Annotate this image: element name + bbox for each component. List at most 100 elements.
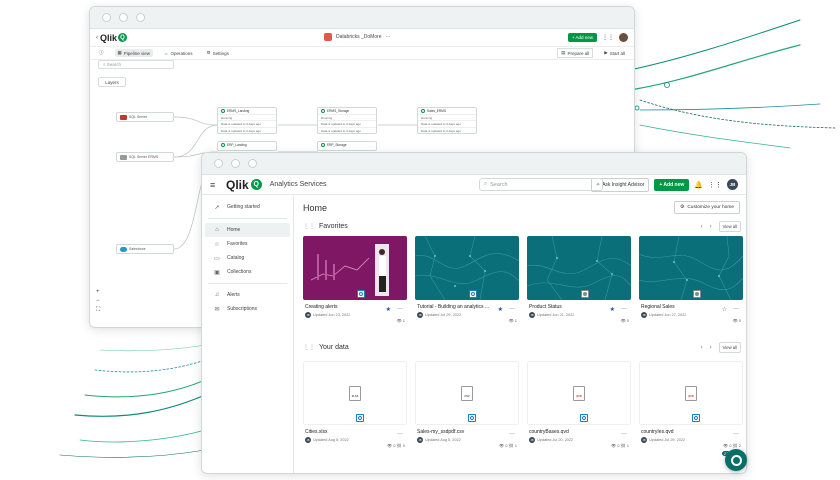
star-icon[interactable]: ★ <box>497 307 503 313</box>
page-title: Home <box>303 203 328 213</box>
task-node-erp-landing[interactable]: ERP_Landing <box>217 141 277 151</box>
favorite-card[interactable]: Product Status JB Updated Jun 21, 2022 ★ ·… <box>527 236 631 323</box>
sidebar-item-favorites[interactable]: ☆ Favorites <box>214 241 248 248</box>
more-icon[interactable]: ··· <box>621 431 627 437</box>
card-meta: JB Updated Aug 5, 2022 <box>417 437 461 443</box>
tab-pipeline-view[interactable]: ▦ Pipeline view <box>114 49 154 57</box>
qlik-logo: Qlik Q <box>226 178 262 192</box>
add-new-button[interactable]: + Add new <box>654 178 690 191</box>
favorite-card[interactable]: Tutorial - Building an analytics ... JB U… <box>415 236 519 323</box>
start-all-button[interactable]: ▶ Start all <box>604 50 625 56</box>
window-control-minimize[interactable] <box>119 13 128 22</box>
source-node-sql-server-erms[interactable]: SQL Server ERMS <box>116 152 174 162</box>
sidebar: ➚ Getting started ⌂ Home ☆ Favorites ▭ Catal… <box>202 195 294 473</box>
view-count: 👁 0 ⛓ 0 <box>387 443 405 448</box>
window-control-close[interactable] <box>214 159 223 168</box>
star-outline-icon[interactable]: ☆ <box>721 307 727 313</box>
window-control-close[interactable] <box>102 13 111 22</box>
view-count: 👁 1 <box>508 318 517 323</box>
pipeline-icon: ▦ <box>117 50 122 55</box>
view-all-button[interactable]: View all <box>718 342 741 353</box>
customize-home-button[interactable]: ⚙ Customize your home <box>674 201 740 214</box>
task-node-erp-storage[interactable]: ERP_Storage <box>317 141 377 151</box>
pipeline-search-input[interactable]: ⌕ Search <box>98 60 174 69</box>
avatar[interactable] <box>619 33 628 42</box>
more-icon[interactable]: ··· <box>397 431 403 437</box>
dataset-badge <box>356 414 364 422</box>
data-card[interactable]: QVD countryIes.qvd JB Updated Jul 29, 202… <box>639 361 743 448</box>
tab-info[interactable]: ⓘ <box>96 49 107 57</box>
insight-advisor-fab[interactable] <box>725 449 747 471</box>
project-more-button[interactable]: ··· <box>385 34 391 40</box>
your-data-section-header: ⋮⋮ Your data ‹ › View all <box>303 342 741 353</box>
eye-icon: 👁 <box>499 443 505 448</box>
more-icon[interactable]: ··· <box>509 431 515 437</box>
search-icon: ⌕ <box>484 181 488 187</box>
project-title: Databricks _DoMore ··· <box>324 33 391 41</box>
star-icon[interactable]: ★ <box>385 307 391 313</box>
apps-grid-icon[interactable]: ⋮⋮ <box>708 181 722 189</box>
data-card[interactable]: CSV Sales-my_ssdpdf.csv JB Updated Aug 5,… <box>415 361 519 448</box>
drag-handle-icon[interactable]: ⋮⋮ <box>303 224 315 230</box>
window-control-maximize[interactable] <box>248 159 257 168</box>
tab-operations[interactable]: ⇔ Operations <box>164 50 193 56</box>
sidebar-item-subscriptions[interactable]: ✉ Subscriptions <box>214 306 258 313</box>
sidebar-item-home[interactable]: ⌂ Home <box>205 223 290 237</box>
more-icon[interactable]: ··· <box>621 306 627 312</box>
task-node-sales[interactable]: Sales_ERMS Running Data is updated to 3 … <box>417 107 477 134</box>
star-icon[interactable]: ★ <box>609 307 615 313</box>
prepare-all-button[interactable]: ▤ Prepare all <box>557 48 594 58</box>
sidebar-item-alerts[interactable]: ♫ Alerts <box>214 292 240 298</box>
bell-icon[interactable]: 🔔 <box>694 181 703 189</box>
drag-handle-icon[interactable]: ⋮⋮ <box>303 345 315 351</box>
window-control-minimize[interactable] <box>231 159 240 168</box>
zoom-out-button[interactable]: − <box>96 298 100 304</box>
chevron-right-icon[interactable]: › <box>709 223 712 230</box>
gear-icon: ⚙ <box>206 50 211 55</box>
more-icon[interactable]: ··· <box>733 306 739 312</box>
avatar[interactable]: JB <box>727 179 738 190</box>
eye-icon: 👁 <box>508 318 514 323</box>
menu-hamburger-icon[interactable]: ≡ <box>210 179 216 190</box>
add-new-button[interactable]: + Add new <box>567 33 597 42</box>
more-icon[interactable]: ··· <box>397 306 403 312</box>
ask-insight-advisor-button[interactable]: ✧ Ask Insight Advisor <box>590 177 650 192</box>
data-card[interactable]: QVD countryBases.qvd JB Updated Jul 20, 2… <box>527 361 631 448</box>
chevron-left-icon[interactable]: ‹ <box>700 344 703 351</box>
eye-icon: 👁 <box>723 443 729 448</box>
home-icon: ⌂ <box>215 227 219 233</box>
section-title: Favorites <box>319 223 348 230</box>
file-thumbnail: CSV <box>415 361 519 425</box>
sidebar-item-getting-started[interactable]: ➚ Getting started <box>214 204 260 211</box>
status-check-icon <box>321 143 325 148</box>
task-node-storage[interactable]: ERMS_Storage Running Data is updated to … <box>317 107 377 134</box>
tab-settings[interactable]: ⚙ Settings <box>206 50 229 56</box>
status-check-icon <box>221 108 225 113</box>
dataset-badge <box>468 414 476 422</box>
link-icon: ⛓ <box>732 443 738 448</box>
fit-view-button[interactable]: ⛶ <box>96 307 101 313</box>
sidebar-item-catalog[interactable]: ▭ Catalog <box>214 255 245 262</box>
card-meta: JB Updated Jun 27, 2022 <box>641 312 687 318</box>
back-chevron-icon[interactable]: ‹ <box>96 34 98 41</box>
source-node-salesforce[interactable]: Salesforce <box>116 244 174 254</box>
sidebar-item-collections[interactable]: ▣ Collections <box>214 269 252 276</box>
layers-button[interactable]: Layers <box>98 77 126 87</box>
project-name: Databricks _DoMore <box>336 34 382 40</box>
apps-grid-icon[interactable]: ⋮⋮ <box>602 35 614 41</box>
app-type-badge <box>357 290 365 298</box>
card-meta: JB Updated Aug 5, 2022 <box>305 437 349 443</box>
favorite-card[interactable]: Regional Sales JB Updated Jun 27, 2022 ☆ ·… <box>639 236 743 323</box>
window-control-maximize[interactable] <box>136 13 145 22</box>
data-card[interactable]: XLSX Cities.xlsx JB Updated Aug 5, 2022 ·… <box>303 361 407 448</box>
source-node-sql-server[interactable]: SQL Server <box>116 112 174 122</box>
zoom-in-button[interactable]: + <box>96 289 100 295</box>
task-node-landing[interactable]: ERMS_Landing Running Data is updated to … <box>217 107 277 134</box>
view-all-button[interactable]: View all <box>718 221 741 232</box>
more-icon[interactable]: ··· <box>509 306 515 312</box>
chevron-right-icon[interactable]: › <box>709 344 712 351</box>
favorite-card[interactable]: Creating alerts JB Updated Jun 23, 2022 ★… <box>303 236 407 323</box>
more-icon[interactable]: ··· <box>733 431 739 437</box>
search-input[interactable]: ⌕ Search <box>479 178 603 191</box>
chevron-left-icon[interactable]: ‹ <box>700 223 703 230</box>
